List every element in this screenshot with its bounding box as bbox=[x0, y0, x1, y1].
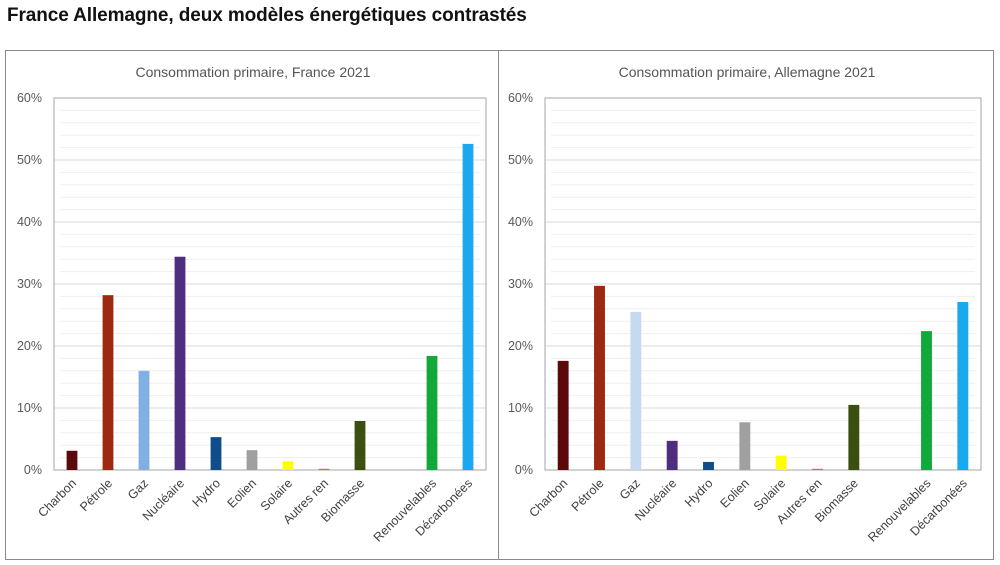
y-tick-label: 30% bbox=[17, 277, 42, 291]
bar bbox=[138, 370, 150, 470]
page-title: France Allemagne, deux modèles énergétiq… bbox=[7, 5, 527, 26]
x-category-label: Pétrole bbox=[569, 476, 607, 514]
x-category-label: Renouvelables bbox=[371, 476, 439, 544]
bar bbox=[102, 295, 114, 470]
bar bbox=[848, 404, 860, 470]
bar bbox=[921, 331, 932, 470]
x-category-label: Hydro bbox=[190, 476, 224, 510]
plot-area bbox=[53, 97, 487, 471]
bar bbox=[210, 437, 222, 470]
bar bbox=[246, 450, 258, 470]
x-category-label: Charbon bbox=[35, 476, 79, 520]
plot-area bbox=[544, 97, 982, 471]
y-tick-label: 50% bbox=[508, 153, 533, 167]
y-tick-label: 10% bbox=[508, 401, 533, 415]
x-category-label: Pétrole bbox=[77, 476, 115, 514]
chart-france: Consommation primaire, France 2021 0% 10% 2… bbox=[5, 50, 499, 560]
bar bbox=[739, 422, 751, 470]
bar bbox=[557, 360, 569, 470]
chart-allemagne-svg: Consommation primaire, Allemagne 2021 0% 1… bbox=[508, 64, 982, 545]
bar bbox=[594, 285, 605, 470]
y-tick-label: 20% bbox=[508, 339, 533, 353]
bar bbox=[812, 468, 823, 470]
x-category-label: Hydro bbox=[682, 476, 716, 510]
y-tick-label: 50% bbox=[17, 153, 42, 167]
bar bbox=[354, 421, 366, 470]
x-category-label: Gaz bbox=[617, 476, 643, 502]
chart-title: Consommation primaire, Allemagne 2021 bbox=[619, 64, 876, 80]
y-tick-label: 40% bbox=[508, 215, 533, 229]
y-tick-label: 0% bbox=[24, 463, 42, 477]
y-tick-label: 60% bbox=[17, 91, 42, 105]
x-category-label: Charbon bbox=[526, 476, 570, 520]
bar bbox=[703, 461, 714, 470]
chart-france-svg: Consommation primaire, France 2021 0% 10% 2… bbox=[17, 64, 487, 545]
bar bbox=[462, 143, 474, 470]
bar bbox=[957, 301, 969, 470]
bar bbox=[174, 256, 186, 470]
y-tick-label: 40% bbox=[17, 215, 42, 229]
y-tick-label: 20% bbox=[17, 339, 42, 353]
x-category-label: Renouvelables bbox=[865, 476, 933, 544]
bar bbox=[630, 311, 642, 470]
bar bbox=[426, 355, 438, 470]
x-category-label: Eolien bbox=[225, 476, 260, 511]
chart-title: Consommation primaire, France 2021 bbox=[136, 64, 371, 80]
bar bbox=[282, 461, 294, 470]
y-tick-label: 60% bbox=[508, 91, 533, 105]
x-category-label: Gaz bbox=[125, 476, 151, 502]
y-tick-label: 0% bbox=[515, 463, 533, 477]
chart-allemagne: Consommation primaire, Allemagne 2021 0% 1… bbox=[498, 50, 994, 560]
y-tick-label: 30% bbox=[508, 277, 533, 291]
bar bbox=[318, 468, 330, 470]
bar bbox=[66, 450, 78, 470]
bar bbox=[775, 455, 787, 470]
bar bbox=[666, 440, 678, 470]
x-category-label: Eolien bbox=[717, 476, 752, 511]
y-tick-label: 10% bbox=[17, 401, 42, 415]
